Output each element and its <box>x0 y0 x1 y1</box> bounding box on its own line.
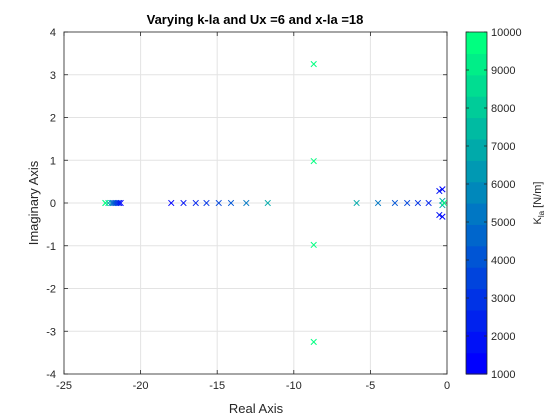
pole-marker <box>353 199 360 207</box>
colorbar-level <box>466 181 487 204</box>
y-tick-label: -2 <box>46 284 56 296</box>
colorbar-level <box>466 267 487 290</box>
y-tick-label: -3 <box>46 326 56 338</box>
x-tick-label: -10 <box>286 380 302 392</box>
colorbar-level <box>466 160 487 183</box>
colorbar-tick-label: 1000 <box>491 369 515 381</box>
colorbar-level <box>466 245 487 268</box>
y-axis-label: Imaginary Axis <box>26 160 41 245</box>
colorbar-tick-label: 6000 <box>491 179 515 191</box>
pole-marker <box>404 199 411 207</box>
pole-marker <box>310 60 317 68</box>
colorbar-label-unit: [N/m] <box>532 182 544 211</box>
colorbar-ticks: 1000 2000 3000 4000 5000 6000 7000 8000 9000 1000… <box>466 27 522 381</box>
x-tick-label: -15 <box>209 380 225 392</box>
colorbar-level <box>466 203 487 225</box>
colorbar-level <box>466 352 487 375</box>
colorbar-tick-label: 9000 <box>491 65 515 77</box>
colorbar-label-base: K <box>532 216 544 224</box>
pole-marker <box>109 199 117 207</box>
colorbar-level <box>466 32 487 54</box>
pole-markers <box>102 60 448 346</box>
pole-marker <box>439 213 446 220</box>
colorbar: 1000 2000 3000 4000 5000 6000 7000 8000 9000 1000… <box>465 27 546 381</box>
colorbar-gradient <box>466 32 487 375</box>
pole-marker <box>215 199 222 207</box>
y-tick-label: 3 <box>50 70 56 82</box>
pole-marker <box>425 199 432 207</box>
colorbar-label-subscript: la <box>537 210 546 217</box>
pole-marker <box>168 199 175 207</box>
pole-marker <box>310 241 317 249</box>
colorbar-label: Kla [N/m] <box>532 182 546 225</box>
x-tick-label: -20 <box>133 380 149 392</box>
colorbar-tick-label: 10000 <box>491 27 522 39</box>
pole-marker <box>436 211 443 219</box>
colorbar-tick-label: 4000 <box>491 255 515 267</box>
colorbar-level <box>466 96 487 119</box>
colorbar-level <box>466 138 487 161</box>
pole-marker <box>243 199 250 207</box>
colorbar-level <box>466 331 487 354</box>
pole-marker <box>436 187 443 195</box>
colorbar-level <box>466 309 487 332</box>
pole-marker <box>102 199 109 207</box>
pole-marker <box>180 199 187 207</box>
x-tick-label: -25 <box>56 380 72 392</box>
pole-marker <box>391 199 399 207</box>
colorbar-level <box>466 117 487 140</box>
colorbar-tick-label: 8000 <box>491 103 515 115</box>
y-tick-label: -4 <box>46 369 56 381</box>
y-tick-label: 0 <box>50 198 56 210</box>
pole-marker <box>310 157 317 165</box>
x-tick-label: 0 <box>444 380 450 392</box>
colorbar-level <box>466 53 487 76</box>
x-axis-label: Real Axis <box>229 401 284 416</box>
plot-border <box>63 31 448 375</box>
pole-marker <box>414 199 422 207</box>
colorbar-level <box>466 74 487 97</box>
y-tick-label: -1 <box>46 241 56 253</box>
pole-marker <box>310 338 317 346</box>
colorbar-tick-label: 2000 <box>491 331 515 343</box>
colorbar-tick-label: 3000 <box>491 293 515 305</box>
pole-marker <box>439 186 446 193</box>
y-tick-label: 2 <box>50 113 56 125</box>
pole-marker <box>227 199 235 207</box>
y-tick-label: 4 <box>50 27 56 39</box>
colorbar-level <box>466 288 487 311</box>
chart-title: Varying k-la and Ux =6 and x-la =18 <box>147 12 364 27</box>
pole-marker <box>203 199 210 207</box>
x-tick-label: -5 <box>366 380 376 392</box>
colorbar-level <box>466 224 487 247</box>
y-tick-label: 1 <box>50 155 56 167</box>
colorbar-tick-label: 5000 <box>491 217 515 229</box>
pole-marker <box>440 199 448 207</box>
pole-marker <box>374 199 382 207</box>
colorbar-tick-label: 7000 <box>491 141 515 153</box>
pole-marker <box>192 199 199 207</box>
colorbar-frame <box>465 31 488 375</box>
pole-marker <box>264 199 271 207</box>
